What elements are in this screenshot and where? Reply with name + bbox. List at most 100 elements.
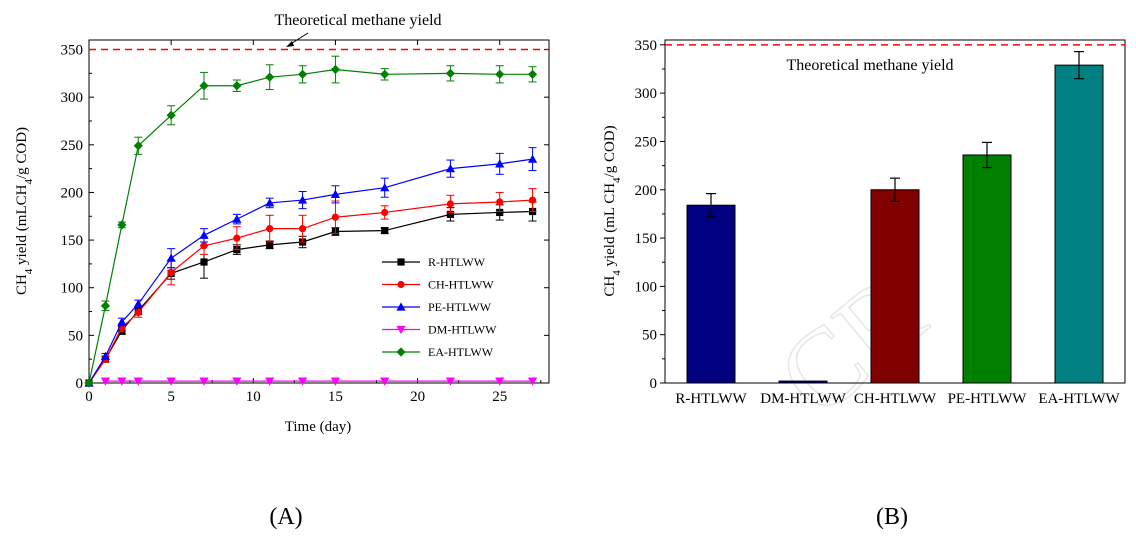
y-tick-label-b: 250: [635, 134, 658, 150]
data-point: [445, 377, 456, 386]
data-point: [266, 241, 274, 249]
data-point: [445, 164, 456, 173]
data-point: [100, 377, 111, 386]
series-ea-htlww: [84, 55, 538, 388]
data-point: [445, 68, 456, 78]
data-point: [265, 198, 275, 207]
chart-panel-a: 0 50 100 150 200 250 300 350 0 5 10 15 20 25 R-HTLWW…: [14, 12, 550, 530]
y-axis-title-b: CH4 yield (mL CH4/g COD): [602, 125, 623, 296]
data-point: [166, 377, 176, 386]
x-tick-label-b: R-HTLWW: [675, 391, 747, 407]
x-tick-label-b: DM-HTLWW: [760, 391, 846, 407]
legend-label: EA-HTLWW: [428, 345, 494, 359]
reference-arrow-a: [286, 32, 309, 47]
data-point: [232, 377, 242, 386]
data-point: [380, 69, 390, 79]
y-tick-label-b: 100: [635, 279, 658, 295]
x-tick-label-a: 25: [492, 389, 507, 405]
y-tick-label-b: 150: [635, 231, 658, 247]
data-point: [200, 258, 208, 266]
data-point: [266, 225, 274, 233]
series-dm-htlww: [100, 377, 538, 386]
x-tick-label-a: 20: [410, 389, 425, 405]
y-tick-label-b: 350: [635, 38, 658, 54]
series-line: [88, 158, 533, 384]
data-point: [446, 200, 455, 208]
legend-label: PE-HTLWW: [428, 300, 492, 314]
y-tick-label-a: 250: [61, 138, 84, 154]
legend-label: DM-HTLWW: [428, 323, 497, 337]
data-point: [496, 198, 504, 206]
data-point: [527, 377, 538, 386]
data-point: [381, 208, 389, 217]
data-point: [166, 110, 176, 120]
reference-label-b: Theoretical methane yield: [786, 57, 953, 74]
data-point: [495, 377, 505, 386]
data-point: [265, 377, 275, 386]
reference-label-a: Theoretical methane yield: [274, 12, 441, 29]
legend-marker: [397, 258, 405, 266]
data-point: [232, 214, 242, 223]
x-tick-label-a: 15: [328, 389, 343, 405]
x-tick-label-b: PE-HTLWW: [948, 391, 1028, 407]
data-point: [495, 159, 505, 168]
data-point: [528, 196, 537, 204]
legend-marker: [396, 325, 406, 335]
plot-frame-a: [88, 39, 550, 384]
data-point: [232, 81, 242, 91]
legend-item-ea-htlww: EA-HTLWW: [382, 345, 494, 359]
data-point: [134, 308, 142, 317]
legend-marker: [396, 302, 406, 311]
data-point: [297, 377, 308, 386]
x-tick-label-a: 10: [246, 389, 261, 405]
x-axis-a: 0 5 10 15 20 25: [85, 40, 542, 405]
data-point: [527, 69, 538, 79]
x-tick-label-b: CH-HTLWW: [854, 391, 937, 407]
legend-marker: [396, 347, 406, 357]
legend-item-r-htlww: R-HTLWW: [382, 255, 486, 269]
data-point: [330, 189, 341, 198]
data-point: [446, 210, 455, 218]
data-point: [117, 317, 127, 326]
data-point: [133, 377, 143, 386]
data-point: [380, 183, 390, 192]
y-tick-label-a: 100: [61, 281, 84, 297]
y-tick-label-b: 50: [642, 328, 657, 344]
data-point: [84, 378, 94, 388]
data-point: [495, 69, 505, 79]
data-point: [330, 64, 341, 75]
data-point: [133, 299, 143, 308]
legend-marker: [397, 280, 405, 289]
chart-panel-b: 0 50 100 150 200 250 300 350 R-HTLWW DM-HTLWW CH-…: [602, 38, 1126, 530]
data-point: [166, 253, 176, 262]
legend-label: CH-HTLWW: [428, 278, 494, 292]
x-axis-b: R-HTLWW DM-HTLWW CH-HTLWW PE-HTLWW EA-HTLWW: [675, 391, 1120, 407]
bar-ea-htlww: [1054, 64, 1104, 384]
series-line: [88, 68, 533, 384]
y-tick-label-a: 50: [68, 328, 83, 344]
legend-a: R-HTLWW CH-HTLWW PE-HTLWW DM-HTLWW EA-HTLWW: [382, 255, 497, 359]
data-point: [331, 213, 340, 221]
panel-label-b: (B): [876, 504, 908, 530]
data-point: [298, 225, 307, 233]
y-tick-label-b: 300: [635, 86, 658, 102]
panel-label-a: (A): [269, 504, 302, 530]
bar-ch-htlww: [870, 189, 920, 384]
data-point: [381, 226, 389, 235]
data-point: [117, 377, 127, 386]
legend-item-dm-htlww: DM-HTLWW: [382, 323, 497, 337]
x-tick-label-a: 0: [85, 389, 93, 405]
bar-r-htlww: [686, 204, 736, 384]
data-point: [297, 195, 308, 204]
data-point: [117, 220, 127, 230]
y-axis-a: 0 50 100 150 200 250 300 350: [61, 43, 549, 392]
data-point: [233, 234, 241, 242]
x-tick-label-b: EA-HTLWW: [1038, 391, 1120, 407]
y-axis-title-a: CH4 yield (mLCH4/g COD): [14, 127, 35, 295]
data-point: [167, 268, 175, 277]
data-point: [330, 377, 341, 386]
bar-pe-htlww: [962, 154, 1012, 384]
bars-group-b: [686, 50, 1104, 384]
y-tick-label-b: 200: [635, 183, 658, 199]
